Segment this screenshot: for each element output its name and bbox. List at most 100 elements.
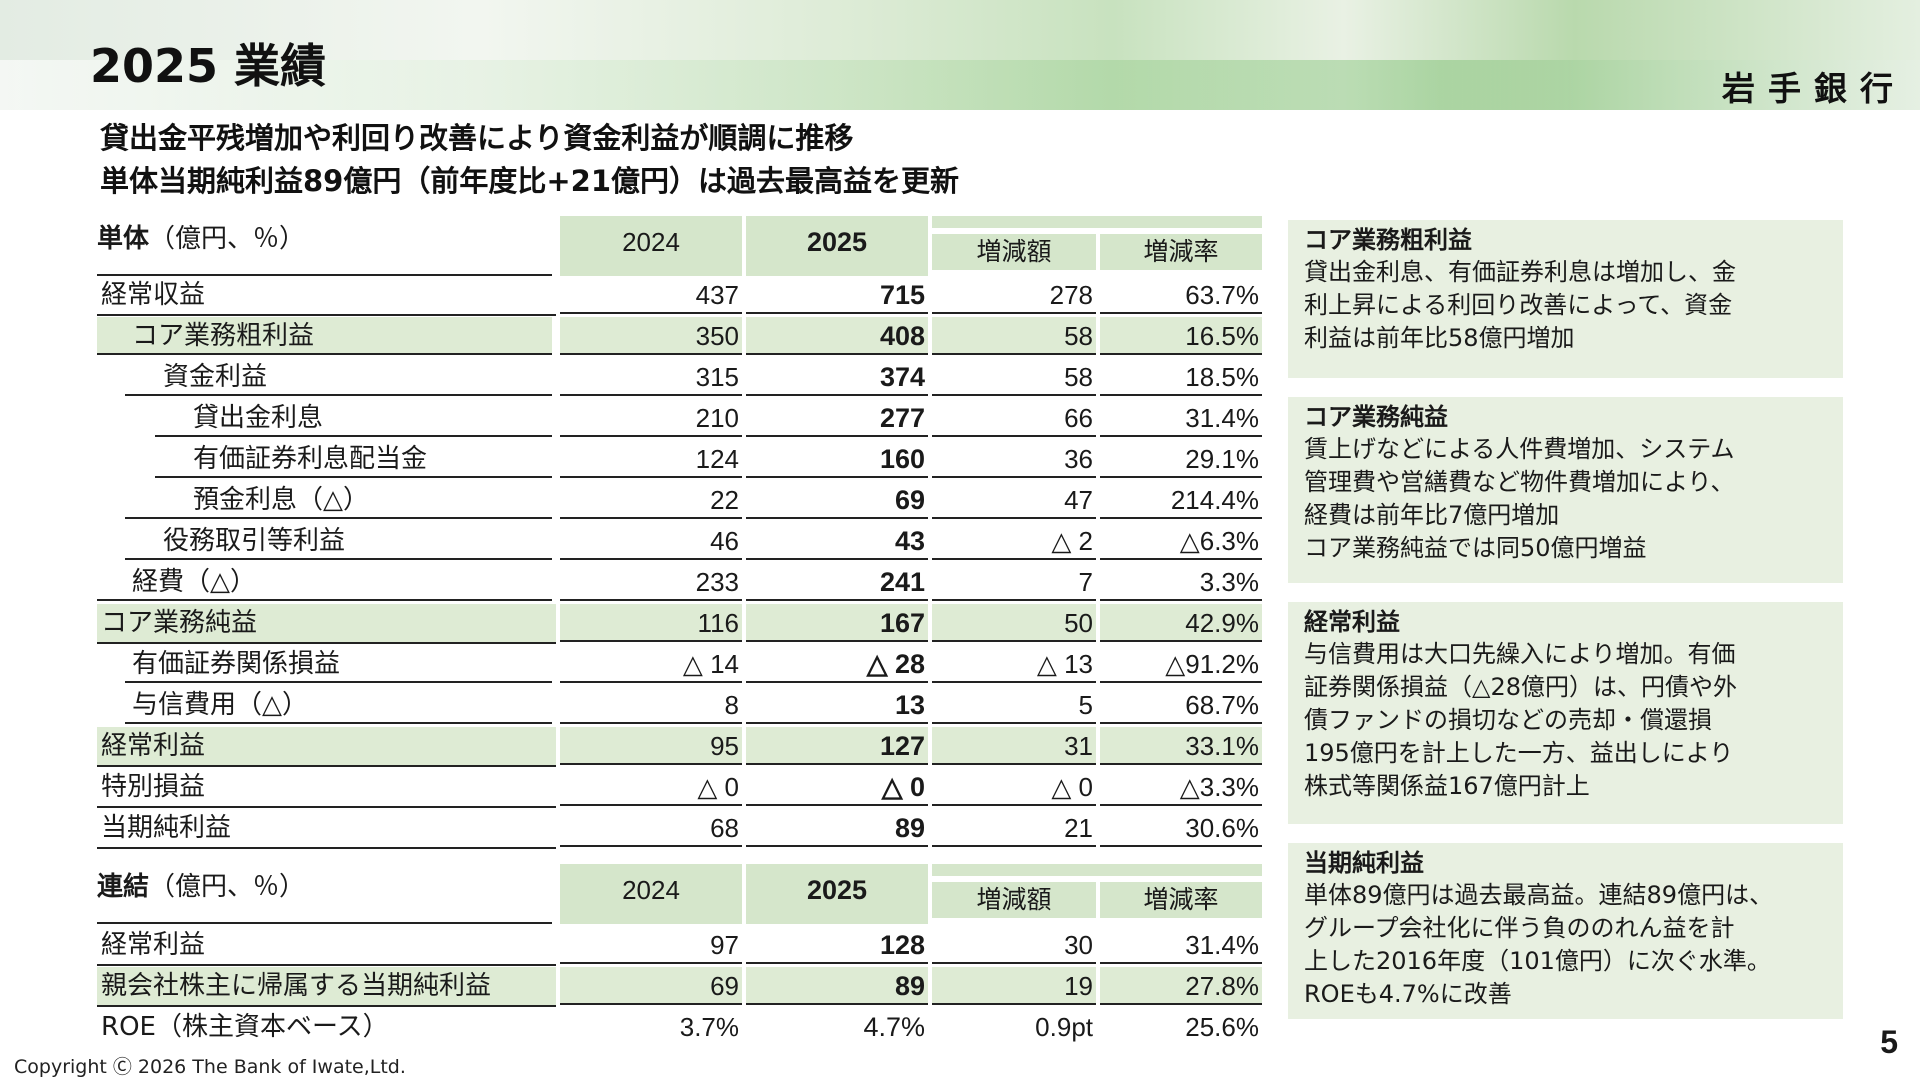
note-line: 債ファンドの損切などの売却・償還損 [1304,706,1712,734]
cell-2025: 128 [746,926,928,964]
cell-diff: 278 [932,276,1096,314]
cell-diff: 19 [932,967,1096,1005]
row-label: 経常利益 [97,727,556,767]
cell-rate: 30.6% [1100,809,1262,847]
cell-2024: 233 [560,563,742,601]
consolidated-table-label: 連結 [97,872,150,902]
note-line: コア業務純益では同50億円増益 [1304,534,1647,562]
consolidated-table-title: 連結（億円、％） [97,864,552,924]
row-label: 当期純利益 [97,809,556,849]
note-line: 上した2016年度（101億円）に次ぐ水準。 [1304,947,1771,975]
cell-2024: 350 [560,317,742,355]
cell-rate: △3.3% [1100,768,1262,806]
cell-diff: 58 [932,317,1096,355]
table-row: 当期純利益 68 89 21 30.6% [97,809,1262,849]
cell-rate: 42.9% [1100,604,1262,642]
row-label: 経常利益 [97,926,556,966]
table-row: 預金利息（△） 22 69 47 214.4% [97,481,1262,521]
cell-2024: 3.7% [679,1012,739,1042]
row-label: コア業務粗利益 [97,317,552,355]
table-row: 有価証券利息配当金 124 160 36 29.1% [97,440,1262,480]
table-row: 親会社株主に帰属する当期純利益 69 89 19 27.8% [97,967,1262,1007]
copyright: Copyright Ⓒ 2026 The Bank of Iwate,Ltd. [14,1056,406,1078]
cell-2025: 241 [746,563,928,601]
row-label: 有価証券関係損益 [125,645,552,683]
table-row: 経常利益 95 127 31 33.1% [97,727,1262,767]
single-table-title: 単体（億円、％） [97,216,552,276]
cell-2024: 315 [560,358,742,396]
cell-diff: 7 [932,563,1096,601]
note-ordinary-profit: 経常利益 与信費用は大口先繰入により増加。有価 証券関係損益（△28億円）は、円… [1288,602,1843,824]
cell-2025: 69 [746,481,928,519]
note-line: ROEも4.7%に改善 [1304,980,1512,1008]
header-decoration [0,60,1920,110]
table-row: コア業務粗利益 350 408 58 16.5% [97,317,1262,357]
cell-2025: 127 [746,727,928,765]
cell-rate: 63.7% [1100,276,1262,314]
cell-diff: △ 2 [932,522,1096,560]
cell-2025: 374 [746,358,928,396]
cell-rate: 31.4% [1100,399,1262,437]
cell-2025: 408 [746,317,928,355]
header-rate: 増減率 [1100,234,1262,270]
headline-1: 貸出金平残増加や利回り改善により資金利益が順調に推移 [100,121,854,155]
cell-rate: 27.8% [1100,967,1262,1005]
row-label: 貸出金利息 [155,399,552,437]
row-label: 資金利益 [125,358,552,396]
cell-2025: 160 [746,440,928,478]
row-label: 有価証券利息配当金 [155,440,552,478]
table-row: 特別損益 △ 0 △ 0 △ 0 △3.3% [97,768,1262,808]
cell-2024: 95 [560,727,742,765]
cell-rate: △6.3% [1100,522,1262,560]
cell-diff: 47 [932,481,1096,519]
row-label: 役務取引等利益 [125,522,552,560]
cell-rate: 25.6% [1185,1012,1259,1042]
note-title: コア業務粗利益 [1304,226,1472,254]
row-label: コア業務純益 [97,604,556,644]
header-2025: 2025 [746,216,928,276]
consolidated-table-unit: （億円、％） [149,872,306,902]
cell-2025: 13 [746,686,928,724]
cell-2024: 8 [560,686,742,724]
note-line: 利益は前年比58億円増加 [1304,324,1575,352]
cell-2024: 46 [560,522,742,560]
cell-2025: 89 [746,967,928,1005]
note-line: 証券関係損益（△28億円）は、円債や外 [1304,673,1737,701]
note-line: 単体89億円は過去最高益。連結89億円は、 [1304,881,1774,909]
cell-diff: △ 13 [932,645,1096,683]
note-line: 株式等関係益167億円計上 [1304,772,1590,800]
row-label: ROE（株主資本ベース） [101,1012,389,1042]
cell-rate: 31.4% [1100,926,1262,964]
row-label: 預金利息（△） [125,481,552,519]
cell-2024: △ 14 [560,645,742,683]
cell-rate: △91.2% [1100,645,1262,683]
cell-2024: 116 [560,604,742,642]
cell-diff: 31 [932,727,1096,765]
table-row: ROE（株主資本ベース） 3.7% 4.7% 0.9pt 25.6% [97,1008,1262,1048]
table-row: 貸出金利息 210 277 66 31.4% [97,399,1262,439]
cell-2025: △ 0 [746,768,928,806]
table-row: 役務取引等利益 46 43 △ 2 △6.3% [97,522,1262,562]
cell-2025: 167 [746,604,928,642]
cell-2025: △ 28 [746,645,928,683]
cell-2024: 97 [560,926,742,964]
headline-2: 単体当期純利益89億円（前年度比+21億円）は過去最高益を更新 [100,164,960,198]
header-2024: 2024 [560,216,742,276]
cell-2025: 43 [746,522,928,560]
table-row: 経常利益 97 128 30 31.4% [97,926,1262,966]
cell-2024: 69 [560,967,742,1005]
cell-diff: 0.9pt [1035,1012,1093,1042]
cell-diff: 21 [932,809,1096,847]
cell-diff: 30 [932,926,1096,964]
row-label: 経常収益 [97,276,556,316]
cell-diff: 58 [932,358,1096,396]
note-line: 貸出金利息、有価証券利息は増加し、金 [1304,258,1736,286]
table-row: 経費（△） 233 241 7 3.3% [97,563,1262,603]
table-row: 有価証券関係損益 △ 14 △ 28 △ 13 △91.2% [97,645,1262,685]
cell-rate: 68.7% [1100,686,1262,724]
cell-2025: 277 [746,399,928,437]
cell-2024: 68 [560,809,742,847]
cell-rate: 16.5% [1100,317,1262,355]
header-bar [932,864,1262,876]
cell-diff: 36 [932,440,1096,478]
